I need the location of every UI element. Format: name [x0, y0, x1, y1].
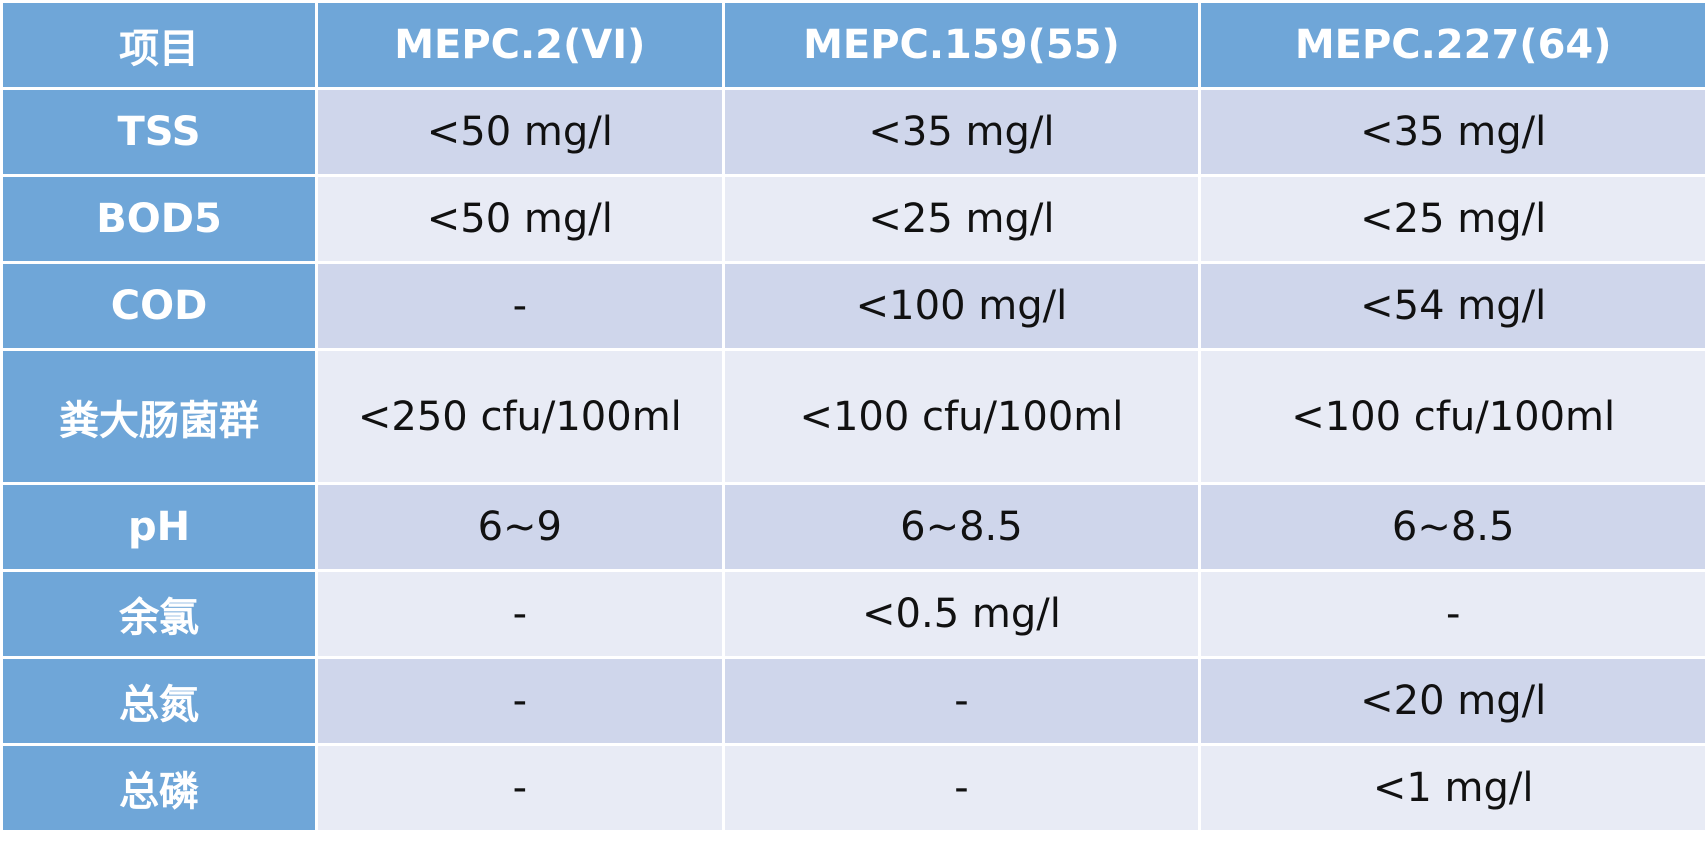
row-label: COD — [3, 264, 316, 348]
table-cell: <25 mg/l — [724, 177, 1199, 261]
row-label: pH — [3, 485, 316, 569]
table-cell: <20 mg/l — [1201, 659, 1705, 743]
column-header-mepc227: MEPC.227(64) — [1201, 3, 1705, 87]
table-cell: - — [318, 746, 722, 830]
table-cell: 6~8.5 — [1201, 485, 1705, 569]
table-cell: - — [724, 659, 1199, 743]
table-row: BOD5 <50 mg/l <25 mg/l <25 mg/l — [3, 177, 1705, 261]
table-cell: - — [318, 264, 722, 348]
column-header-mepc159: MEPC.159(55) — [724, 3, 1199, 87]
table-cell: <100 cfu/100ml — [1201, 351, 1705, 482]
table-cell: - — [318, 659, 722, 743]
table-row: COD - <100 mg/l <54 mg/l — [3, 264, 1705, 348]
table-cell: <50 mg/l — [318, 90, 722, 174]
standards-comparison-table: 项目 MEPC.2(VI) MEPC.159(55) MEPC.227(64) … — [3, 3, 1705, 830]
column-header-item: 项目 — [3, 3, 316, 87]
table-cell: 6~9 — [318, 485, 722, 569]
row-label: BOD5 — [3, 177, 316, 261]
table-cell: 6~8.5 — [724, 485, 1199, 569]
row-label: 总磷 — [3, 746, 316, 830]
table-cell: <1 mg/l — [1201, 746, 1705, 830]
table-row: 粪大肠菌群 <250 cfu/100ml <100 cfu/100ml <100… — [3, 351, 1705, 482]
row-label: 余氯 — [3, 572, 316, 656]
table-row: 总磷 - - <1 mg/l — [3, 746, 1705, 830]
row-label: 粪大肠菌群 — [3, 351, 316, 482]
table-cell: - — [1201, 572, 1705, 656]
row-label: 总氮 — [3, 659, 316, 743]
table-cell: <50 mg/l — [318, 177, 722, 261]
table-row: pH 6~9 6~8.5 6~8.5 — [3, 485, 1705, 569]
table-header-row: 项目 MEPC.2(VI) MEPC.159(55) MEPC.227(64) — [3, 3, 1705, 87]
table-cell: - — [724, 746, 1199, 830]
table-cell: <25 mg/l — [1201, 177, 1705, 261]
table-cell: <100 mg/l — [724, 264, 1199, 348]
table-cell: - — [318, 572, 722, 656]
table-cell: <35 mg/l — [1201, 90, 1705, 174]
table-row: TSS <50 mg/l <35 mg/l <35 mg/l — [3, 90, 1705, 174]
table-cell: <54 mg/l — [1201, 264, 1705, 348]
table-cell: <0.5 mg/l — [724, 572, 1199, 656]
row-label: TSS — [3, 90, 316, 174]
column-header-mepc2: MEPC.2(VI) — [318, 3, 722, 87]
table-cell: <100 cfu/100ml — [724, 351, 1199, 482]
table-row: 总氮 - - <20 mg/l — [3, 659, 1705, 743]
table-row: 余氯 - <0.5 mg/l - — [3, 572, 1705, 656]
table-cell: <35 mg/l — [724, 90, 1199, 174]
table-cell: <250 cfu/100ml — [318, 351, 722, 482]
